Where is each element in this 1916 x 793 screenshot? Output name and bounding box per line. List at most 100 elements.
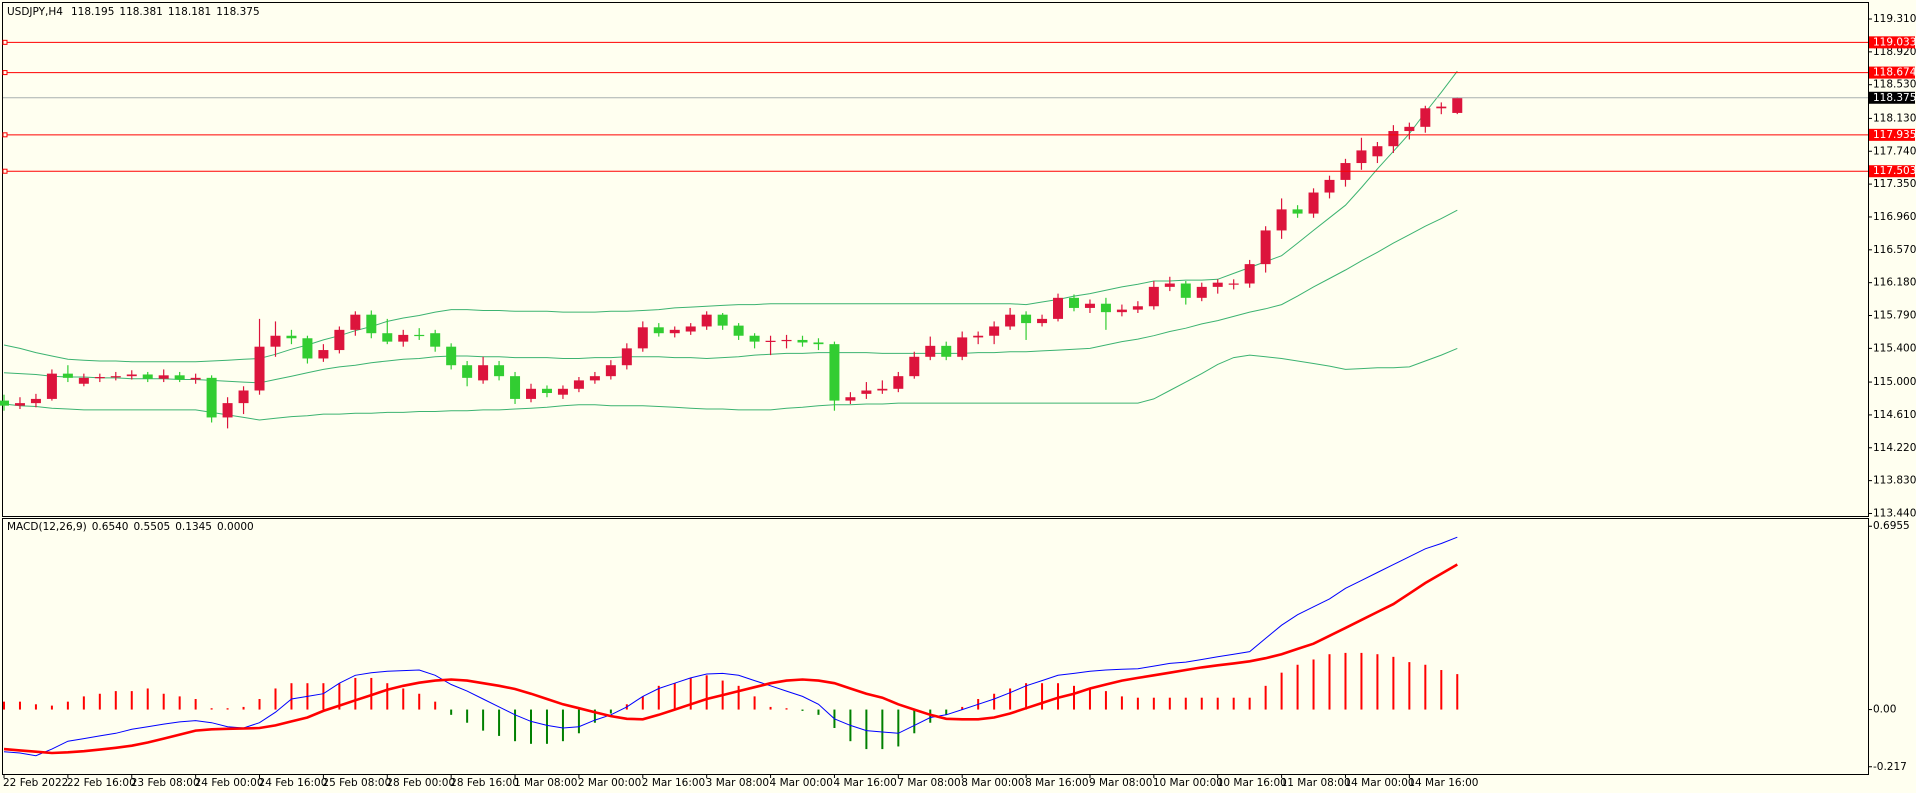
candle-body	[430, 333, 441, 347]
candle-body	[0, 400, 9, 406]
candle-body	[510, 376, 521, 399]
candle-body	[414, 334, 425, 337]
y-tick-label: 118.530	[1873, 79, 1916, 91]
x-tick-label: 4 Mar 00:00	[770, 777, 833, 789]
candle-body	[318, 350, 329, 359]
price-label: 118.375	[1873, 92, 1916, 104]
candle-body	[1324, 179, 1335, 193]
candle-body	[94, 377, 105, 379]
candle-body	[174, 375, 185, 380]
y-tick-label: 116.570	[1873, 244, 1916, 256]
y-tick-label: 118.130	[1873, 112, 1916, 124]
macd-value: 0.0000	[217, 521, 254, 533]
band-line	[3, 70, 1458, 363]
candle-body	[398, 334, 409, 342]
candle-body	[1228, 283, 1239, 285]
macd-panel	[2, 518, 1869, 775]
candle-body	[1404, 126, 1415, 132]
candle-body	[669, 329, 680, 334]
candle-body	[573, 380, 584, 389]
y-tick-label: 117.740	[1873, 145, 1916, 157]
y-tick-label: 118.920	[1873, 46, 1916, 58]
candle-body	[30, 398, 41, 404]
candle-body	[797, 339, 808, 343]
candle-body	[749, 335, 760, 342]
candle-body	[206, 377, 217, 418]
y-tick-label: 0.6955	[1873, 520, 1910, 532]
candle-body	[526, 388, 537, 399]
x-tick-label: 22 Feb 2022	[3, 777, 68, 789]
level-handle	[2, 39, 8, 45]
level-handle	[2, 132, 8, 138]
candle-body	[142, 374, 153, 379]
candle-body	[254, 346, 265, 391]
candle-body	[605, 365, 616, 377]
level-label-box	[1869, 36, 1915, 49]
candle-body	[1021, 314, 1032, 324]
y-tick-label: 115.000	[1873, 376, 1916, 388]
symbol: USDJPY,H4	[7, 6, 63, 18]
macd-line	[3, 563, 1458, 755]
x-tick-label: 14 Mar 00:00	[1344, 777, 1414, 789]
x-tick-label: 10 Mar 00:00	[1153, 777, 1223, 789]
level-label: 117.935	[1873, 129, 1916, 141]
candle-body	[286, 335, 297, 339]
close: 118.375	[216, 6, 259, 18]
candle-body	[1388, 131, 1399, 147]
candle-body	[1132, 306, 1143, 310]
x-tick-label: 25 Feb 08:00	[322, 777, 391, 789]
candle-body	[14, 403, 25, 406]
candle-body	[845, 397, 856, 401]
candle-body	[158, 375, 169, 379]
low: 118.181	[168, 6, 211, 18]
candle-body	[733, 325, 744, 336]
candle-body	[1244, 264, 1255, 284]
price-label-box	[1869, 91, 1915, 104]
candle-body	[1308, 192, 1319, 214]
x-tick-label: 28 Feb 00:00	[386, 777, 455, 789]
y-tick-label: 115.790	[1873, 310, 1916, 322]
level-label: 118.674	[1873, 67, 1916, 79]
candle-body	[1196, 286, 1207, 298]
level-label-box	[1869, 128, 1915, 141]
candle-body	[829, 344, 840, 401]
y-tick-label: 113.830	[1873, 475, 1916, 487]
candle-body	[925, 345, 936, 357]
x-tick-label: 1 Mar 08:00	[514, 777, 577, 789]
candle-body	[1452, 97, 1463, 113]
y-tick-label: 117.350	[1873, 178, 1916, 190]
x-tick-label: 14 Mar 16:00	[1408, 777, 1478, 789]
candle-body	[877, 388, 888, 391]
candle-body	[1037, 318, 1048, 324]
candle-body	[1053, 297, 1064, 319]
candle-body	[302, 338, 313, 359]
candle-body	[541, 388, 552, 394]
x-tick-label: 2 Mar 00:00	[578, 777, 641, 789]
candle-body	[1084, 303, 1095, 308]
band-line	[3, 347, 1458, 421]
candle-body	[1292, 209, 1303, 214]
x-tick-label: 8 Mar 00:00	[961, 777, 1024, 789]
level-label: 117.503	[1873, 165, 1916, 177]
candle-body	[1116, 309, 1127, 313]
x-tick-label: 2 Mar 16:00	[642, 777, 705, 789]
candle-body	[765, 340, 776, 342]
level-handle	[2, 70, 8, 76]
candle-body	[637, 327, 648, 349]
y-tick-label: 114.610	[1873, 409, 1916, 421]
candle-body	[1005, 314, 1016, 327]
candle-body	[989, 326, 1000, 336]
candle-body	[781, 339, 792, 342]
candle-body	[366, 314, 377, 334]
chart-header: USDJPY,H4 118.195 118.381 118.181 118.375	[7, 6, 260, 18]
candle-body	[270, 335, 281, 347]
candle-body	[382, 333, 393, 342]
x-tick-label: 23 Feb 08:00	[131, 777, 200, 789]
y-tick-label: 119.310	[1873, 13, 1916, 25]
level-label: 119.033	[1873, 36, 1916, 48]
macd-value: 0.5505	[134, 521, 171, 533]
level-label-box	[1869, 66, 1915, 79]
candle-body	[478, 365, 489, 381]
level-handle	[2, 168, 8, 174]
